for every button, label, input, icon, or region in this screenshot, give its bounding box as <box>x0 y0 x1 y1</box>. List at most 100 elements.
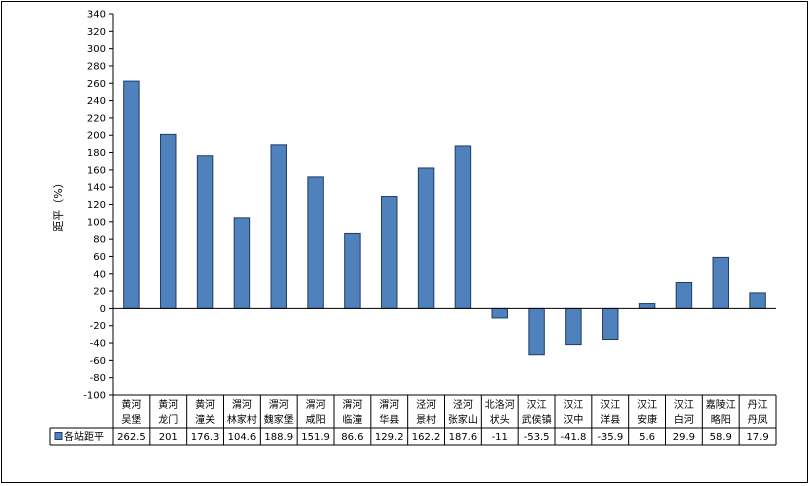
bar-9 <box>454 145 472 309</box>
category-label: 丹凤 <box>748 414 768 426</box>
category-label: 渭河 <box>232 399 252 411</box>
y-tick-label: 220 <box>87 113 106 124</box>
data-label: 188.9 <box>264 432 293 443</box>
category-label: 渭河 <box>306 399 326 411</box>
category-label: 渭河 <box>379 399 399 411</box>
category-label: 汉江 <box>527 399 547 411</box>
legend-entry: 各站距平 <box>64 430 104 443</box>
y-tick-label: 0 <box>100 304 106 315</box>
category-label: 白河 <box>674 413 694 426</box>
data-label: -35.9 <box>597 432 623 443</box>
category-label: 泾河 <box>416 398 436 411</box>
category-label: 渭河 <box>342 399 362 411</box>
bar-3 <box>233 217 251 309</box>
data-label: 58.9 <box>710 432 732 443</box>
category-label: 汉江 <box>674 399 694 411</box>
bar-7 <box>381 196 398 309</box>
category-label: 林家村 <box>227 413 257 426</box>
y-tick-label: 340 <box>87 10 106 21</box>
data-label: 151.9 <box>301 432 330 443</box>
y-tick-label: -40 <box>90 339 106 350</box>
bar-14 <box>638 303 656 309</box>
category-label: 潼关 <box>195 413 215 426</box>
category-label: 北洛河 <box>485 398 515 411</box>
bar-15 <box>675 282 693 309</box>
bar-12 <box>565 307 582 346</box>
data-label: -41.8 <box>560 432 586 443</box>
category-label: 黄河 <box>121 398 141 411</box>
y-tick-label: 300 <box>87 44 106 55</box>
category-label: 华县 <box>379 413 399 426</box>
y-tick-label: 160 <box>87 165 106 176</box>
data-label: 162.2 <box>412 432 441 443</box>
bar-16 <box>712 256 729 309</box>
data-label: 176.3 <box>191 432 220 443</box>
category-label: 临潼 <box>342 413 362 426</box>
y-axis: -100 -80 -60 -40 -20 0 20 40 60 80 100 120 140 160 180… <box>83 10 114 402</box>
y-tick-label: 20 <box>93 287 106 298</box>
y-tick-label: -80 <box>90 373 106 384</box>
category-label: 景村 <box>416 413 436 426</box>
category-label: 嘉陵江 <box>706 398 736 411</box>
data-label: 129.2 <box>375 432 404 443</box>
category-label: 吴堡 <box>121 413 141 426</box>
data-label: 5.6 <box>639 432 655 443</box>
y-tick-label: 240 <box>87 96 106 107</box>
data-label: 29.9 <box>673 432 695 443</box>
bar-1 <box>160 133 177 309</box>
category-label: 洋县 <box>600 413 620 426</box>
y-tick-label: -60 <box>90 356 106 367</box>
bar-2 <box>196 155 214 309</box>
y-tick-label: -20 <box>90 321 106 332</box>
bar-13 <box>602 307 619 340</box>
category-label: 丹江 <box>748 399 768 411</box>
y-tick-label: -100 <box>83 391 106 402</box>
y-tick-label: 40 <box>93 269 106 280</box>
data-label: -53.5 <box>524 432 550 443</box>
y-tick-label: 320 <box>87 27 106 38</box>
y-tick-label: 100 <box>87 217 106 228</box>
bar-5 <box>307 176 324 309</box>
category-label: 魏家堡 <box>264 413 294 426</box>
y-tick-label: 60 <box>93 252 106 263</box>
category-label: 渭河 <box>269 399 289 411</box>
bars <box>113 80 776 356</box>
bar-17 <box>749 292 766 309</box>
y-tick-label: 280 <box>87 61 106 72</box>
category-label: 汉江 <box>600 399 620 411</box>
legend-swatch <box>54 432 63 440</box>
data-label: 104.6 <box>228 432 257 443</box>
data-label: 17.9 <box>746 432 768 443</box>
data-label: 262.5 <box>117 432 146 443</box>
category-label: 汉江 <box>563 399 583 411</box>
y-tick-label: 120 <box>87 200 106 211</box>
bar-8 <box>417 167 435 309</box>
y-tick-label: 180 <box>87 148 106 159</box>
data-label: 201 <box>159 432 178 443</box>
category-label: 安康 <box>637 413 657 426</box>
category-label: 张家山 <box>448 413 478 426</box>
y-axis-label: 距平（%） <box>52 177 65 231</box>
bar-11 <box>528 307 545 356</box>
bar-0 <box>123 80 140 309</box>
category-label: 武侯镇 <box>522 413 552 426</box>
y-tick-label: 200 <box>87 131 106 142</box>
category-label: 略阳 <box>711 413 731 426</box>
category-label: 汉中 <box>563 413 583 426</box>
y-tick-label: 80 <box>93 235 106 246</box>
category-label: 状头 <box>490 413 510 426</box>
bar-10 <box>491 307 508 319</box>
data-label: 86.6 <box>341 432 363 443</box>
category-label: 汉江 <box>637 399 657 411</box>
category-label: 黄河 <box>195 398 215 411</box>
category-label: 泾河 <box>453 398 473 411</box>
data-label: 187.6 <box>449 432 478 443</box>
data-label: -11 <box>492 432 508 443</box>
category-label: 咸阳 <box>306 414 326 426</box>
bar-6 <box>344 232 361 309</box>
category-label: 黄河 <box>158 398 178 411</box>
bar-4 <box>270 144 287 309</box>
